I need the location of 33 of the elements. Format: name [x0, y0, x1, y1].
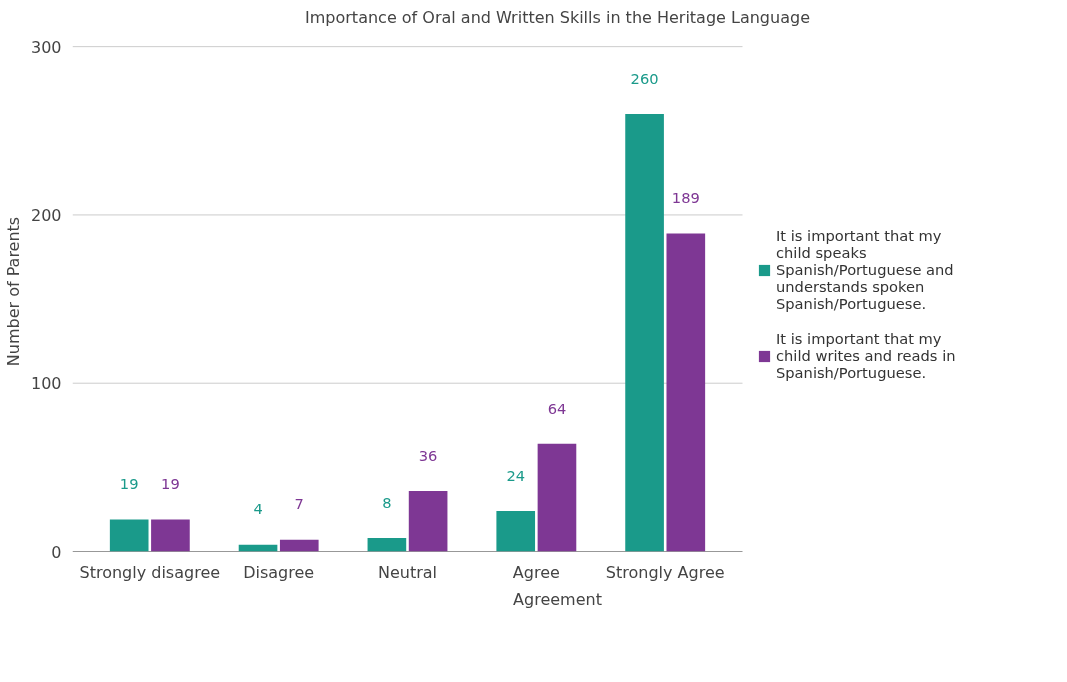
y-tick-label: 300 — [30, 37, 62, 57]
data-label: 8 — [382, 493, 392, 511]
bar — [408, 490, 448, 552]
y-axis-title: Number of Parents — [3, 216, 23, 367]
x-axis-title: Agreement — [513, 589, 602, 609]
bar — [109, 519, 149, 552]
x-tick-label: Neutral — [377, 562, 438, 582]
data-label: 4 — [253, 500, 263, 518]
x-tick-label: Agree — [512, 562, 560, 582]
y-tick-label: 200 — [30, 205, 62, 225]
x-tick-label: Strongly disagree — [79, 562, 221, 582]
y-tick-label: 0 — [51, 542, 62, 562]
data-label: 24 — [506, 466, 526, 484]
x-tick-label: Disagree — [243, 562, 315, 582]
data-label: 260 — [630, 69, 659, 87]
bar — [367, 538, 407, 552]
data-label: 189 — [671, 189, 700, 207]
bar — [625, 113, 664, 552]
x-tick-label: Strongly Agree — [605, 562, 725, 582]
bar — [666, 233, 706, 552]
legend-label: It is important that my child writes and reads in Spanish/Portuguese. — [776, 330, 956, 381]
y-tick-label: 100 — [30, 374, 62, 394]
data-label: 19 — [119, 475, 139, 493]
data-label: 36 — [418, 446, 438, 464]
bar — [151, 519, 190, 552]
data-label: 7 — [294, 495, 304, 513]
bar — [279, 539, 319, 552]
legend-label: It is important that my child speaks Spanish/Portuguese and understands spoken Spanish/Portuguese. — [776, 227, 954, 312]
data-label: 64 — [547, 399, 567, 417]
bar — [496, 511, 536, 552]
data-label: 19 — [161, 475, 180, 493]
chart-title: Importance of Oral and Written Skills in the Heritage Language — [305, 7, 810, 27]
bar — [537, 443, 577, 552]
